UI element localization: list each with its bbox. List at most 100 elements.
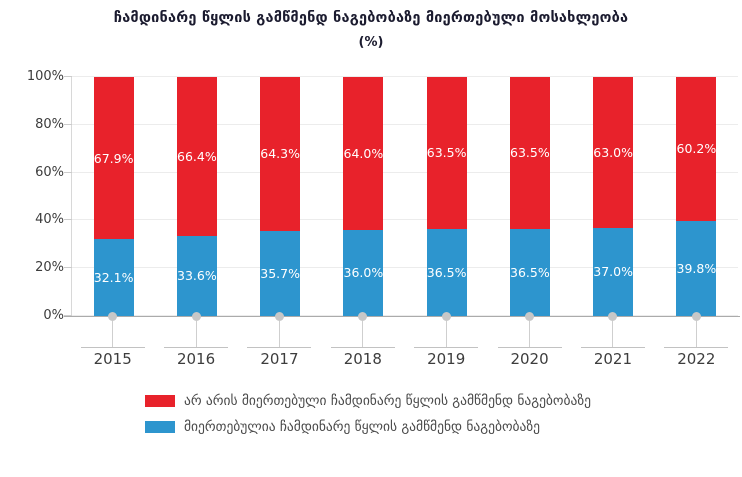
gridline xyxy=(72,219,738,221)
bar-stack: 63.5% 36.5% xyxy=(509,77,550,316)
category-callout-2022: 2022 xyxy=(655,312,738,368)
gridline xyxy=(72,76,738,77)
bar-group-2017: 64.3% 35.7% xyxy=(239,77,322,316)
bar-value-label: 37.0% xyxy=(593,264,633,280)
bar-stack: 64.0% 36.0% xyxy=(343,77,384,316)
callout-line xyxy=(362,321,364,347)
y-axis-label: 40% xyxy=(35,212,64,228)
bar-value-label: 64.0% xyxy=(343,145,384,161)
bar-value-label: 33.6% xyxy=(177,268,217,284)
bar-segment-series0: 60.2% xyxy=(676,77,717,221)
legend: არ არის მიერთებული ჩამდინარე წყლის გამწმ… xyxy=(145,393,591,435)
category-label: 2015 xyxy=(93,350,132,368)
bar-value-label: 36.5% xyxy=(426,264,467,280)
callout-rule xyxy=(247,347,312,348)
bar-group-2016: 66.4% 33.6% xyxy=(155,77,238,316)
y-axis-label: 100% xyxy=(26,69,64,84)
bar-segment-series1: 39.8% xyxy=(676,220,717,316)
callout-rule xyxy=(414,347,479,348)
x-axis-line xyxy=(64,316,740,317)
callout-line xyxy=(529,321,531,347)
bar-segment-series0: 63.5% xyxy=(509,77,550,229)
y-tick-mark xyxy=(64,123,72,125)
legend-swatch xyxy=(145,421,175,433)
bar-value-label: 67.9% xyxy=(93,150,134,166)
bar-stack: 63.5% 36.5% xyxy=(426,77,467,316)
callout-line xyxy=(278,321,280,347)
bar-value-label: 39.8% xyxy=(676,260,717,276)
bar-segment-series1: 36.5% xyxy=(426,228,467,316)
bar-group-2019: 63.5% 36.5% xyxy=(405,77,488,316)
axis-dot xyxy=(441,312,451,321)
bar-segment-series1: 36.0% xyxy=(343,229,384,316)
axis-dot xyxy=(358,312,368,321)
bar-segment-series0: 63.0% xyxy=(593,77,634,228)
axis-dot xyxy=(608,312,618,321)
y-axis-label: 20% xyxy=(35,260,64,276)
gridline xyxy=(72,315,738,316)
y-tick-mark xyxy=(64,219,72,221)
category-callout-2017: 2017 xyxy=(238,312,321,368)
bar-segment-series1: 32.1% xyxy=(93,239,134,316)
bar-segment-series1: 33.6% xyxy=(176,235,217,316)
callout-rule xyxy=(664,347,729,348)
category-label: 2016 xyxy=(176,350,216,368)
callout-line xyxy=(195,321,197,347)
bar-value-label: 66.4% xyxy=(177,148,217,164)
callout-rule xyxy=(580,347,645,348)
callout-line xyxy=(695,321,697,347)
gridline xyxy=(72,171,738,173)
bar-value-label: 36.5% xyxy=(510,264,550,280)
bar-segment-series1: 35.7% xyxy=(260,230,301,316)
bar-segment-series1: 37.0% xyxy=(593,227,634,316)
category-label: 2019 xyxy=(427,350,466,368)
gridline xyxy=(72,267,738,269)
bar-group-2022: 60.2% 39.8% xyxy=(655,77,738,316)
category-label: 2022 xyxy=(677,350,716,368)
bar-value-label: 32.1% xyxy=(93,270,134,286)
axis-dot xyxy=(191,312,201,321)
category-callout-2020: 2020 xyxy=(488,312,571,368)
category-label: 2021 xyxy=(593,350,633,368)
callout-rule xyxy=(330,347,395,348)
axis-dot xyxy=(691,312,701,321)
bar-stack: 60.2% 39.8% xyxy=(676,77,717,316)
bar-value-label: 63.0% xyxy=(593,144,633,160)
chart-title: ჩამდინარე წყლის გამწმენდ ნაგებობაზე მიერ… xyxy=(113,10,629,26)
bar-segment-series0: 64.3% xyxy=(260,77,301,231)
x-axis: 2015 2016 2017 2018 2019 2020 2021 2022 xyxy=(71,312,738,368)
bar-segment-series1: 36.5% xyxy=(509,228,550,316)
bar-value-label: 36.0% xyxy=(343,265,384,281)
bar-segment-series0: 64.0% xyxy=(343,77,384,230)
bar-group-2021: 63.0% 37.0% xyxy=(572,77,655,316)
bar-value-label: 63.5% xyxy=(426,145,467,161)
bar-value-label: 60.2% xyxy=(676,141,717,157)
bar-segment-series0: 66.4% xyxy=(176,77,217,236)
y-tick-mark xyxy=(64,171,72,173)
category-callout-2016: 2016 xyxy=(154,312,237,368)
legend-item-series0: არ არის მიერთებული ჩამდინარე წყლის გამწმ… xyxy=(145,393,591,409)
plot-area: 67.9% 32.1% 66.4% 33.6% 64.3% 35.7% 64.0% 36.0%… xyxy=(64,76,738,316)
bar-value-label: 64.3% xyxy=(260,146,300,162)
legend-swatch xyxy=(145,395,175,407)
y-tick-mark xyxy=(64,267,72,269)
bar-value-label: 63.5% xyxy=(510,145,550,161)
callout-rule xyxy=(80,347,145,348)
bar-group-2018: 64.0% 36.0% xyxy=(322,77,405,316)
category-callout-2018: 2018 xyxy=(321,312,404,368)
y-axis-label: 0% xyxy=(43,308,64,323)
chart-subtitle: (%) xyxy=(358,35,384,50)
callout-line xyxy=(112,321,114,347)
bar-group-2015: 67.9% 32.1% xyxy=(72,77,155,316)
bar-segment-series0: 67.9% xyxy=(93,77,134,240)
y-tick-mark xyxy=(64,76,72,77)
category-label: 2017 xyxy=(260,350,299,368)
y-axis-label: 80% xyxy=(35,116,64,132)
gridline xyxy=(72,123,738,125)
axis-dot xyxy=(525,312,535,321)
bar-stack: 66.4% 33.6% xyxy=(176,77,217,316)
category-callout-2021: 2021 xyxy=(571,312,654,368)
bar-segment-series0: 63.5% xyxy=(426,77,467,229)
legend-label: არ არის მიერთებული ჩამდინარე წყლის გამწმ… xyxy=(184,393,591,409)
